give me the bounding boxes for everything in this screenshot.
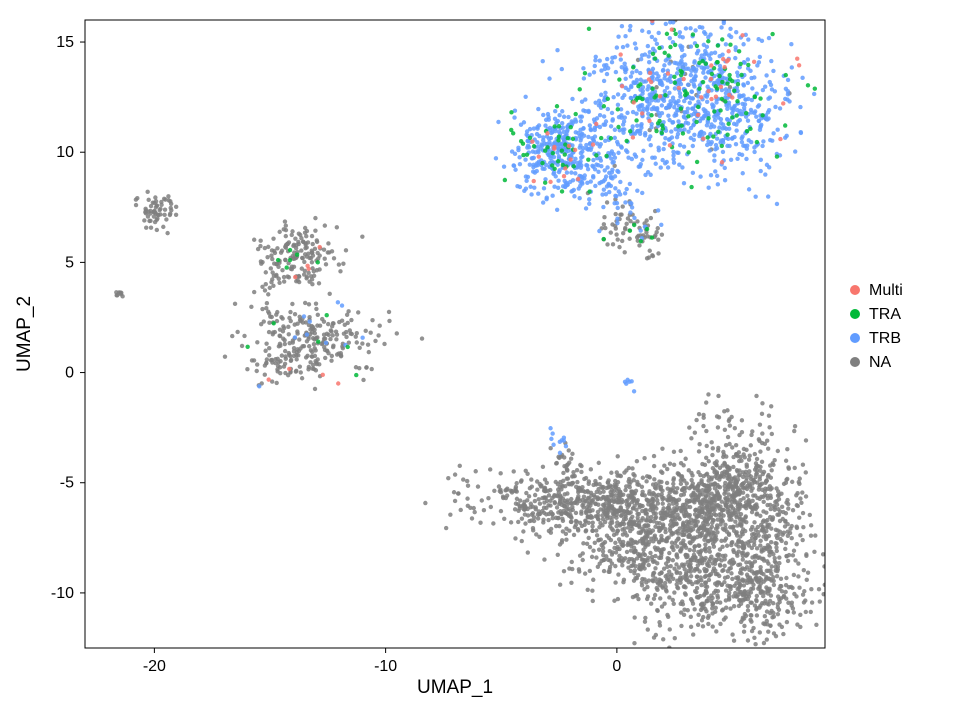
legend-label: NA [869, 354, 892, 371]
y-tick-label: 0 [65, 365, 74, 382]
legend-marker [850, 309, 860, 319]
x-tick-label: -10 [374, 658, 397, 675]
y-tick-label: -5 [60, 475, 74, 492]
legend-marker [850, 357, 860, 367]
x-tick-label: -20 [143, 658, 166, 675]
y-axis-label: UMAP_2 [14, 296, 35, 372]
y-tick-label: 15 [56, 34, 74, 51]
legend-label: TRB [869, 330, 901, 347]
umap-scatter-chart: -20 -10 0 -10 -5 0 5 10 15 UMAP_1 UMAP_2 Multi TRA TR… [0, 0, 953, 709]
x-axis-label: UMAP_1 [417, 677, 493, 698]
legend-label: TRA [869, 306, 901, 323]
legend-marker [850, 285, 860, 295]
x-tick-label: 0 [612, 658, 621, 675]
y-tick-label: 5 [65, 254, 74, 271]
legend-marker [850, 333, 860, 343]
y-tick-label: -10 [51, 585, 74, 602]
legend-label: Multi [869, 282, 903, 299]
y-tick-label: 10 [56, 144, 74, 161]
